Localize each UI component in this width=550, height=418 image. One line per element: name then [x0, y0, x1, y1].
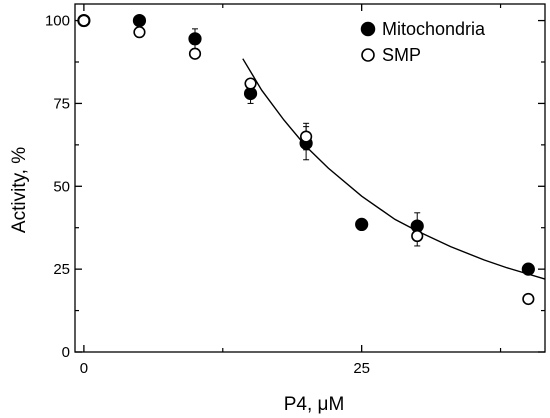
- point-smp-4: [301, 131, 312, 142]
- plot-frame: [75, 4, 545, 352]
- y-tick-label-4: 100: [45, 13, 70, 30]
- point-smp-2: [190, 48, 201, 59]
- y-axis-title: Activity, %: [9, 147, 30, 233]
- point-mitochondria-5: [356, 218, 368, 230]
- point-mitochondria-2: [189, 33, 201, 45]
- point-mitochondria-7: [522, 263, 534, 275]
- x-tick-label-1: 25: [353, 360, 370, 377]
- x-axis-title: P4, μM: [284, 394, 345, 415]
- legend-marker-mitochondria: [362, 23, 375, 36]
- axis-ticks: 0 25 0 25 50 75 100: [45, 4, 545, 377]
- legend-label-mitochondria: Mitochondria: [382, 19, 486, 39]
- point-smp-3: [245, 78, 256, 89]
- point-mitochondria-1: [133, 15, 145, 27]
- point-smp-6: [523, 294, 534, 305]
- x-tick-label-0: 0: [80, 360, 88, 377]
- y-tick-label-0: 0: [62, 344, 70, 361]
- legend-marker-smp: [362, 49, 374, 61]
- legend: Mitochondria SMP: [362, 19, 487, 65]
- fit-curve-layer: [243, 59, 545, 279]
- axes: [75, 4, 545, 352]
- y-tick-label-2: 50: [53, 178, 70, 195]
- data-points: [78, 15, 534, 305]
- y-tick-label-1: 25: [53, 261, 70, 278]
- legend-label-smp: SMP: [382, 45, 421, 65]
- point-smp-0: [79, 15, 90, 26]
- point-smp-1: [134, 27, 145, 38]
- point-smp-5: [412, 231, 423, 242]
- y-tick-label-3: 75: [53, 95, 70, 112]
- fit-curve: [243, 59, 545, 279]
